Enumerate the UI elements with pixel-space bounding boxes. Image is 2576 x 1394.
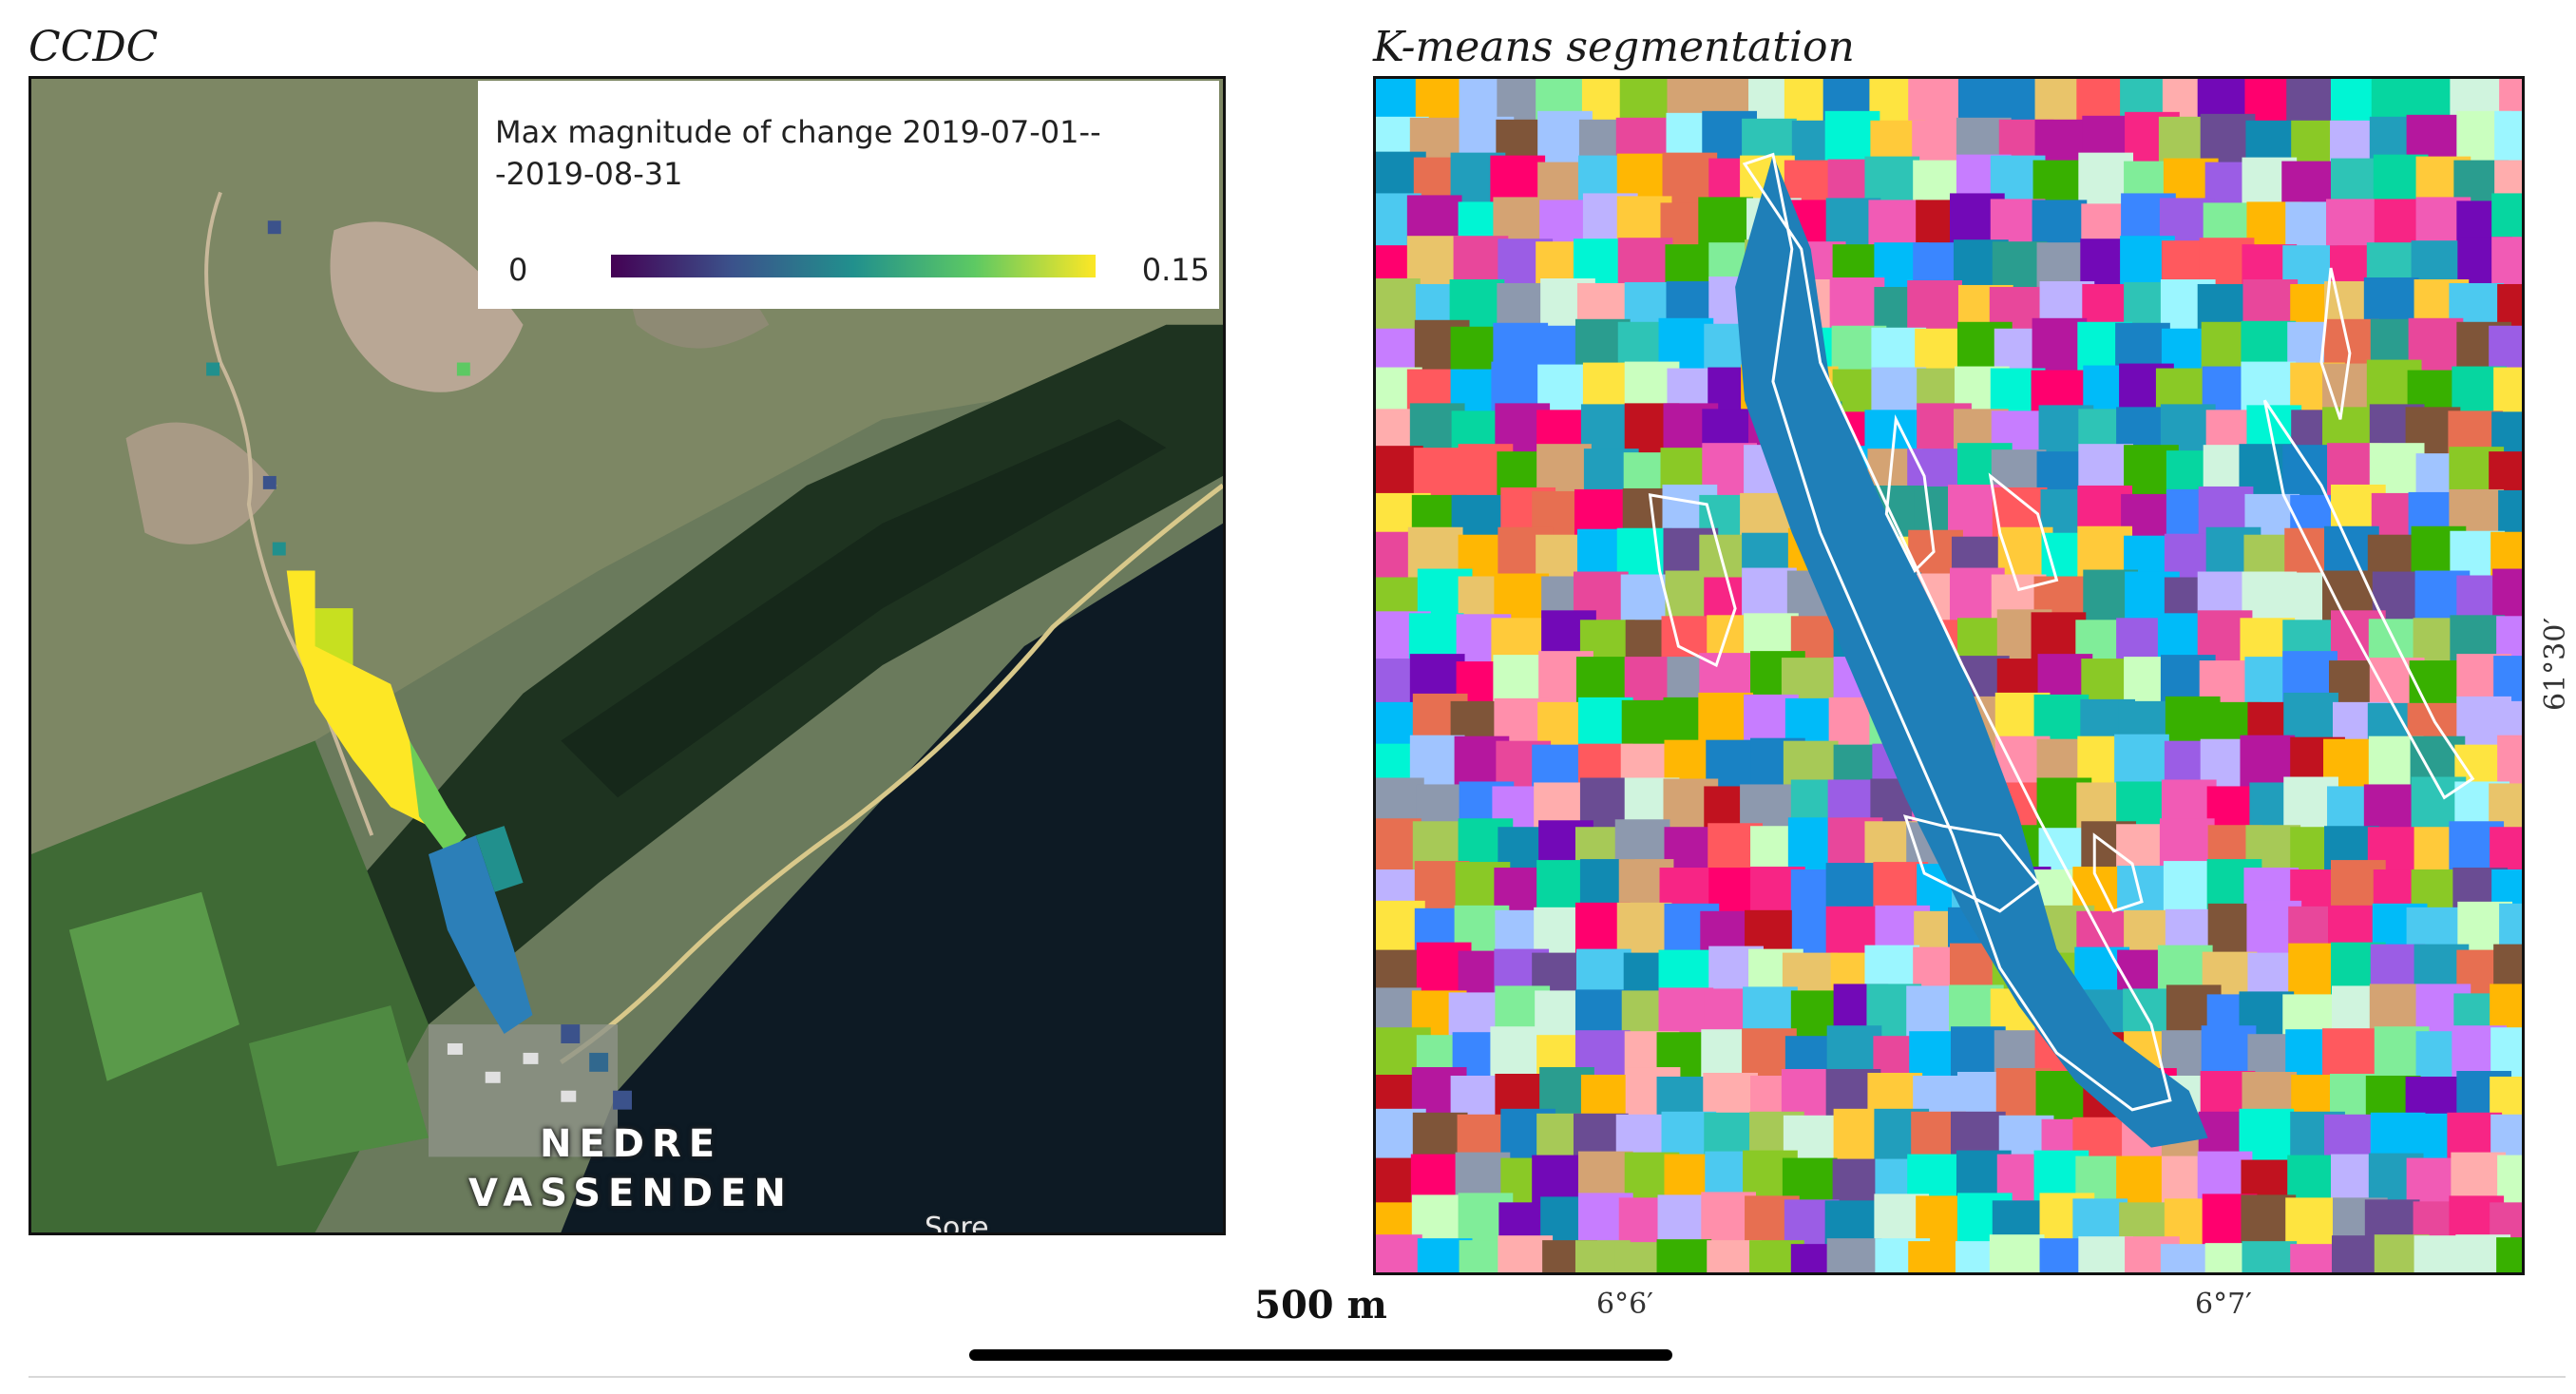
scale-bar-line (969, 1349, 1672, 1361)
segment-cell (1376, 1234, 1422, 1272)
segment-cell (1907, 279, 1962, 335)
y-tick-label: 61°30′ (2539, 617, 2572, 711)
segment-cell (2492, 568, 2522, 624)
bottom-divider (29, 1376, 2566, 1378)
segment-cell (1908, 1241, 1963, 1272)
legend-min-label: 0 (508, 252, 528, 288)
kmeans-segments (1376, 79, 2522, 1272)
segment-cell (2496, 1237, 2522, 1272)
x-tick-label-1: 6°6′ (1596, 1288, 1653, 1321)
segment-cell (2242, 1241, 2298, 1272)
legend-title: Max magnitude of change 2019-07-01---201… (495, 114, 1101, 192)
ccdc-panel-title: CCDC (29, 23, 159, 71)
place-label-nedre: NEDRE (540, 1122, 723, 1166)
scale-bar: 500 m (969, 1283, 1672, 1361)
place-label-vassenden: VASSENDEN (468, 1172, 793, 1215)
ccdc-map: Max magnitude of change 2019-07-01---201… (29, 76, 1226, 1235)
kmeans-panel-title: K-means segmentation (1373, 23, 1855, 71)
segment-cell (2114, 734, 2169, 790)
segment-cell (2497, 735, 2522, 791)
legend-colorbar (611, 255, 1096, 277)
ccdc-change-pixels (206, 220, 632, 1110)
segment-cell (1656, 1239, 1712, 1272)
landslide-outlines (1648, 152, 2475, 1112)
x-tick-label-2: 6°7′ (2195, 1288, 2252, 1321)
legend-max-label: 0.15 (1141, 252, 1210, 288)
river-segment (1735, 154, 2208, 1148)
segment-cell (2494, 110, 2522, 166)
segment-cell (1989, 1234, 2045, 1272)
segment-cell (1490, 1026, 1546, 1081)
ccdc-legend: Max magnitude of change 2019-07-01---201… (478, 81, 1219, 309)
segment-cell (2078, 1236, 2134, 1272)
segment-cell (1616, 902, 1672, 958)
road-label: Sore (925, 1212, 989, 1235)
segment-cell (1826, 1238, 1882, 1272)
scale-bar-label: 500 m (1254, 1283, 1387, 1327)
segment-cell (1376, 277, 1421, 334)
kmeans-map (1373, 76, 2525, 1275)
segment-cell (2491, 237, 2522, 292)
